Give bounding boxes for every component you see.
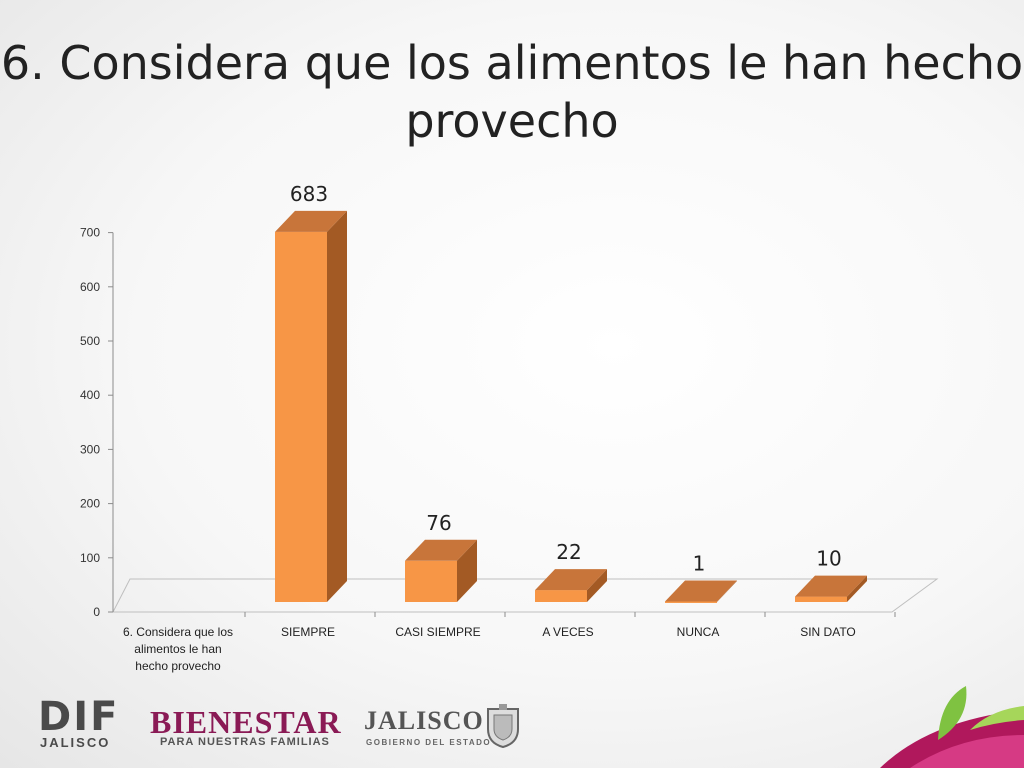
bar-top — [665, 580, 737, 602]
x-tick-label: hecho provecho — [135, 659, 221, 673]
y-tick-label: 500 — [80, 334, 100, 348]
x-tick-label: CASI SIEMPRE — [395, 625, 480, 639]
dif-logo: DIF — [38, 694, 120, 740]
y-tick-label: 400 — [80, 388, 100, 402]
bar-side — [847, 575, 867, 602]
jalisco-logo-subtitle: GOBIERNO DEL ESTADO — [366, 738, 492, 747]
bar — [405, 560, 457, 602]
x-tick-label: NUNCA — [677, 625, 720, 639]
bar — [795, 596, 847, 602]
bar-chart: 0 100 200 300 400 500 600 700 6. Considera que l… — [80, 182, 939, 673]
y-tick-label: 700 — [80, 226, 100, 240]
bar — [665, 601, 717, 603]
bar-side — [327, 210, 347, 602]
data-label: 10 — [816, 547, 841, 571]
y-tick-label: 0 — [93, 605, 100, 619]
y-tick-label: 300 — [80, 442, 100, 456]
x-tick-label: A VECES — [542, 625, 593, 639]
bienestar-logo: BIENESTAR — [150, 704, 342, 740]
bar-side — [457, 539, 477, 602]
bar-side — [587, 569, 607, 602]
data-label: 1 — [693, 551, 706, 575]
x-tick-label: SIEMPRE — [281, 625, 335, 639]
dif-logo-subtitle: JALISCO — [40, 735, 111, 750]
jalisco-shield-icon — [487, 704, 519, 749]
y-tick-label: 200 — [80, 497, 100, 511]
bar — [535, 590, 587, 602]
bar-side — [717, 580, 737, 602]
bienestar-logo-subtitle: PARA NUESTRAS FAMILIAS — [160, 736, 330, 748]
chart-floor — [112, 578, 939, 613]
data-label: 76 — [426, 511, 451, 535]
x-tick-label: SIN DATO — [800, 625, 856, 639]
data-label: 683 — [290, 182, 328, 206]
bar-top — [275, 210, 347, 232]
data-label: 22 — [556, 540, 581, 564]
x-tick-label: 6. Considera que los — [123, 625, 233, 639]
y-tick-label: 600 — [80, 280, 100, 294]
decorative-leaf-icon — [880, 686, 1024, 768]
bar-top — [405, 539, 477, 561]
x-tick-label: alimentos le han — [134, 642, 221, 656]
jalisco-logo: JALISCO — [364, 706, 484, 735]
y-tick-label: 100 — [80, 551, 100, 565]
bar — [275, 231, 327, 602]
page-title: 6. Considera que los alimentos le han he… — [0, 36, 1024, 148]
bar-top — [535, 569, 607, 591]
bar-top — [795, 575, 867, 597]
